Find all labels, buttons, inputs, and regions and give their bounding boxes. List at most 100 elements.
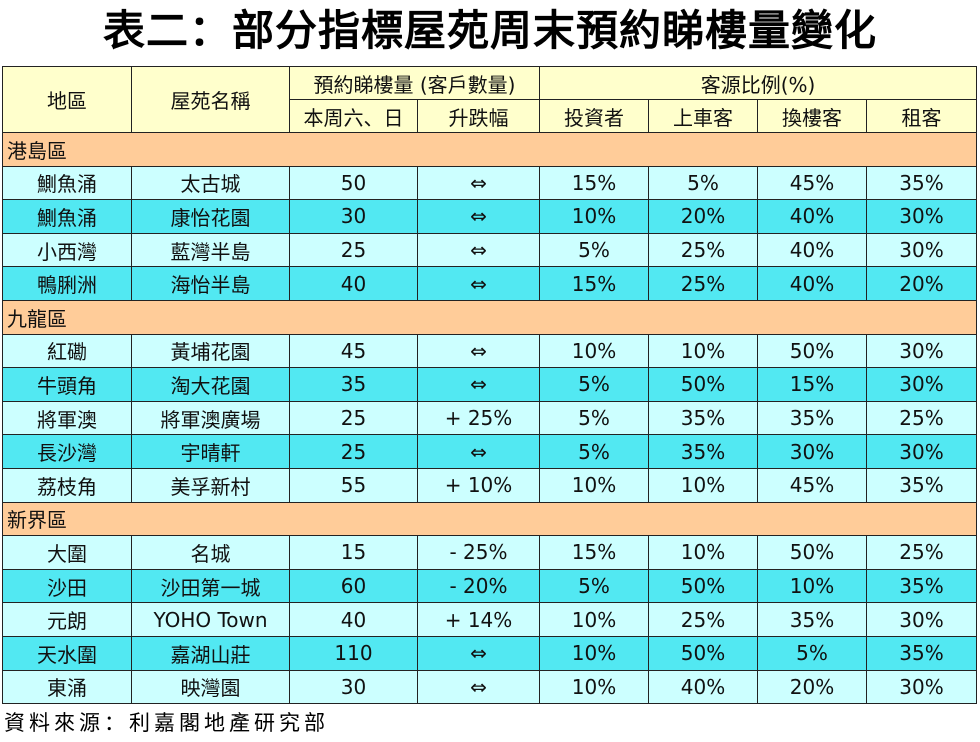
cell-upgrader: 20% [757, 669, 867, 705]
cell-district: 牛頭角 [2, 367, 132, 402]
cell-count: 30 [289, 199, 418, 234]
table-row: 小西灣 藍灣半島 25 ⇔ 5% 25% 40% 30% [2, 232, 978, 268]
cell-investor: 5% [539, 434, 649, 469]
region-label: 港島區 [1, 132, 978, 167]
cell-change: - 20% [417, 568, 540, 604]
cell-change: ⇔ [417, 266, 540, 301]
table-row: 紅磡 黃埔花園 45 ⇔ 10% 10% 50% 30% [2, 333, 978, 369]
cell-change: ⇔ [417, 434, 540, 469]
cell-district: 鰂魚涌 [2, 199, 132, 234]
cell-count: 50 [289, 165, 418, 201]
cell-estate: 黃埔花園 [131, 333, 290, 369]
cell-district: 鰂魚涌 [2, 165, 132, 201]
cell-district: 天水圍 [2, 635, 132, 671]
cell-upgrader: 40% [757, 266, 867, 301]
table-title: 表二：部分指標屋苑周末預約睇樓量變化 [102, 6, 877, 55]
cell-district: 紅磡 [2, 333, 132, 369]
cell-estate: 映灣園 [131, 669, 290, 705]
cell-estate: 淘大花園 [131, 367, 290, 402]
cell-tenant: 30% [865, 199, 978, 234]
cell-first-buyer: 50% [648, 367, 758, 402]
cell-investor: 5% [539, 367, 649, 402]
header-row-2: 本周六、日 升跌幅 投資者 上車客 換樓客 租客 [3, 99, 978, 133]
table-row: 東涌 映灣園 30 ⇔ 10% 40% 20% 30% [2, 669, 978, 705]
cell-investor: 10% [539, 467, 649, 503]
cell-upgrader: 45% [757, 467, 867, 503]
cell-change: - 25% [417, 535, 540, 570]
cell-upgrader: 50% [757, 333, 867, 369]
header-district: 地區 [2, 66, 132, 133]
cell-district: 沙田 [2, 568, 132, 604]
cell-estate: 沙田第一城 [131, 568, 290, 604]
cell-first-buyer: 25% [648, 232, 758, 268]
cell-district: 東涌 [2, 669, 132, 705]
header-change: 升跌幅 [417, 99, 540, 133]
table-row: 大圍 名城 15- 25% 15% 10% 50% 25% [2, 535, 978, 570]
cell-tenant: 30% [865, 367, 978, 402]
cell-change: ⇔ [417, 669, 540, 705]
cell-estate: 名城 [131, 535, 290, 570]
cell-estate: 海怡半島 [131, 266, 290, 301]
header-tenant: 租客 [865, 99, 978, 133]
cell-tenant: 35% [865, 165, 978, 201]
region-row: 九龍區 [1, 299, 978, 335]
table-row: 鰂魚涌 康怡花園 30 ⇔ 10% 20% 40% 30% [2, 199, 978, 234]
header-upgrader: 換樓客 [757, 99, 867, 133]
cell-tenant: 35% [865, 635, 978, 671]
cell-investor: 15% [539, 266, 649, 301]
cell-tenant: 25% [865, 400, 978, 436]
cell-count: 60 [289, 568, 418, 604]
cell-investor: 15% [539, 535, 649, 570]
cell-upgrader: 5% [757, 635, 867, 671]
header-viewings-group: 預約睇樓量 (客戶數量) [289, 66, 540, 100]
cell-estate: 嘉湖山莊 [131, 635, 290, 671]
cell-investor: 10% [539, 602, 649, 637]
cell-change: + 10% [417, 467, 540, 503]
cell-first-buyer: 10% [648, 467, 758, 503]
source-note: 資料來源：利嘉閣地產研究部 [4, 711, 329, 735]
cell-first-buyer: 35% [648, 434, 758, 469]
cell-upgrader: 30% [757, 434, 867, 469]
region-label: 九龍區 [1, 299, 978, 335]
cell-first-buyer: 35% [648, 400, 758, 436]
cell-upgrader: 15% [757, 367, 867, 402]
header-this-weekend: 本周六、日 [289, 99, 418, 133]
cell-change: + 14% [417, 602, 540, 637]
viewings-table: 地區 屋苑名稱 預約睇樓量 (客戶數量) 客源比例(%) 本周六、日 升跌幅 投… [1, 66, 978, 705]
cell-first-buyer: 40% [648, 669, 758, 705]
table-row: 牛頭角 淘大花園 35 ⇔ 5% 50% 15% 30% [2, 367, 978, 402]
cell-investor: 10% [539, 333, 649, 369]
cell-tenant: 30% [865, 232, 978, 268]
table-row: 元朗 YOHO Town 40 + 14% 10% 25% 35% 30% [2, 602, 978, 637]
cell-change: ⇔ [417, 165, 540, 201]
region-label: 新界區 [1, 501, 978, 537]
cell-change: ⇔ [417, 635, 540, 671]
table-row: 沙田 沙田第一城 60- 20% 5% 50% 10% 35% [2, 568, 978, 604]
region-row: 港島區 [1, 132, 978, 167]
header-first-buyer: 上車客 [648, 99, 758, 133]
cell-district: 荔枝角 [2, 467, 132, 503]
cell-count: 15 [289, 535, 418, 570]
cell-first-buyer: 10% [648, 535, 758, 570]
cell-tenant: 35% [865, 568, 978, 604]
cell-district: 將軍澳 [2, 400, 132, 436]
header-row-1: 地區 屋苑名稱 預約睇樓量 (客戶數量) 客源比例(%) [2, 66, 978, 133]
cell-investor: 5% [539, 400, 649, 436]
cell-change: ⇔ [417, 232, 540, 268]
cell-count: 25 [289, 434, 418, 469]
cell-investor: 15% [539, 165, 649, 201]
cell-estate: YOHO Town [131, 602, 290, 637]
cell-investor: 5% [539, 568, 649, 604]
cell-estate: 藍灣半島 [131, 232, 290, 268]
table-row: 天水圍 嘉湖山莊 110 ⇔ 10% 50% 5% 35% [2, 635, 978, 671]
cell-estate: 宇晴軒 [131, 434, 290, 469]
table-row: 將軍澳 將軍澳廣場 25 + 25% 5% 35% 35% 25% [2, 400, 978, 436]
cell-tenant: 30% [865, 434, 978, 469]
cell-investor: 10% [539, 635, 649, 671]
cell-change: ⇔ [417, 333, 540, 369]
cell-first-buyer: 5% [648, 165, 758, 201]
cell-district: 長沙灣 [2, 434, 132, 469]
header-investor: 投資者 [539, 99, 649, 133]
cell-estate: 太古城 [131, 165, 290, 201]
cell-tenant: 30% [865, 602, 978, 637]
